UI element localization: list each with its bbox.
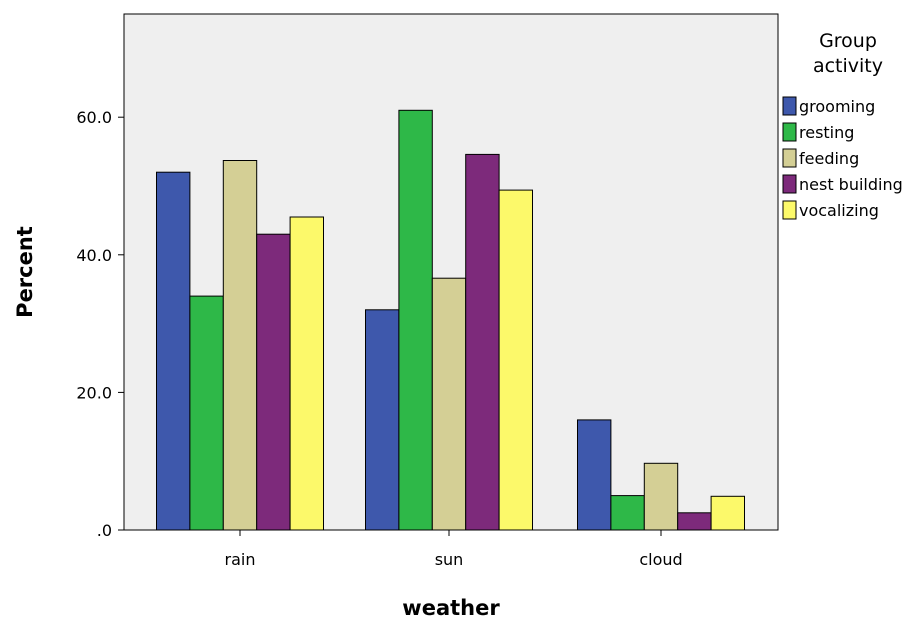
legend-swatch-grooming bbox=[782, 96, 797, 116]
bar-sun-nest-building bbox=[465, 153, 500, 531]
x-tick-label-cloud: cloud bbox=[639, 550, 682, 569]
legend-label-feeding: feeding bbox=[799, 149, 859, 168]
bar-rain-resting bbox=[189, 295, 224, 531]
x-axis: rain sun cloud bbox=[225, 530, 683, 569]
plot-frame bbox=[123, 13, 779, 531]
y-axis-title: Percent bbox=[13, 226, 37, 318]
legend-swatch-nest-building bbox=[782, 174, 797, 194]
legend-items: grooming resting feeding nest building vocal… bbox=[782, 96, 903, 220]
bar-cloud-vocalizing bbox=[710, 495, 745, 531]
legend-swatch-resting bbox=[782, 122, 797, 142]
y-tick-label: 20.0 bbox=[76, 383, 112, 402]
legend-swatch-feeding bbox=[782, 148, 797, 168]
y-axis: .0 20.0 40.0 60.0 bbox=[76, 108, 124, 540]
bar-cloud-resting bbox=[610, 495, 645, 531]
bar-sun-feeding bbox=[431, 277, 467, 531]
x-tick-label-rain: rain bbox=[225, 550, 256, 569]
bar-cloud-grooming bbox=[577, 419, 612, 531]
legend-title-line-1: Group bbox=[819, 30, 877, 52]
bar-rain-grooming bbox=[156, 171, 191, 531]
legend-label-nest-building: nest building bbox=[799, 175, 903, 194]
legend-swatch-vocalizing bbox=[782, 200, 797, 220]
bar-sun-vocalizing bbox=[498, 189, 534, 531]
bar-rain-nest-building bbox=[256, 233, 291, 531]
x-axis-title: weather bbox=[402, 596, 500, 619]
bar-sun-grooming bbox=[365, 309, 400, 531]
bar-rain-vocalizing bbox=[289, 216, 325, 531]
bar-sun-resting bbox=[398, 109, 433, 531]
x-tick-label-sun: sun bbox=[435, 550, 464, 569]
bars-group bbox=[156, 109, 745, 531]
legend-label-resting: resting bbox=[799, 123, 854, 142]
legend: Group activity grooming resting feeding nes… bbox=[782, 30, 903, 220]
legend-label-vocalizing: vocalizing bbox=[799, 201, 879, 220]
bar-rain-feeding bbox=[222, 160, 258, 531]
bar-cloud-feeding bbox=[643, 462, 679, 531]
y-tick-label: .0 bbox=[97, 521, 112, 540]
y-tick-label: 40.0 bbox=[76, 246, 112, 265]
y-tick-label: 60.0 bbox=[76, 108, 112, 127]
legend-label-grooming: grooming bbox=[799, 97, 875, 116]
legend-title-line-2: activity bbox=[813, 55, 883, 77]
bar-cloud-nest-building bbox=[677, 512, 712, 531]
